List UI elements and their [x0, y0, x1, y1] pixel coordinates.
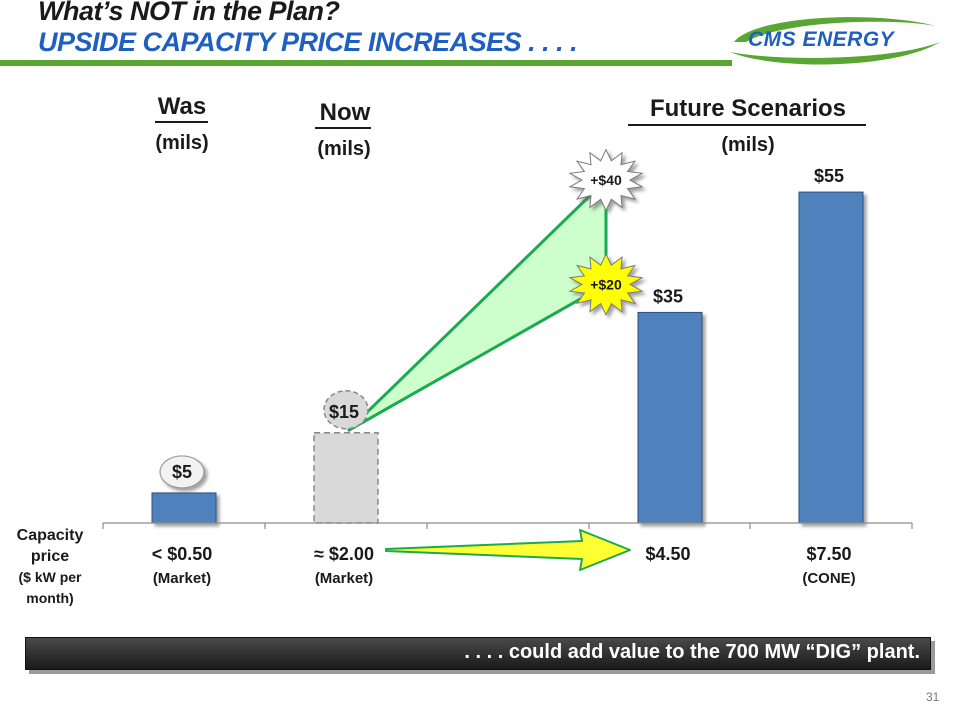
tick-note-0: (Market) [153, 570, 211, 587]
value-label-1: $15 [329, 402, 359, 422]
starburst-0 [568, 148, 644, 212]
slide-title: What’s NOT in the Plan? [38, 0, 340, 26]
axis-label-line-3: month) [26, 590, 73, 606]
now-header: Now [319, 99, 371, 126]
value-bubble-1 [323, 390, 369, 430]
was-units: (mils) [155, 132, 209, 154]
tick-label-1: ≈ $2.00 [314, 544, 374, 564]
was-header: Was [157, 93, 207, 120]
value-label-4: $55 [814, 166, 844, 186]
axis-label-line-2: ($ kW per [18, 569, 82, 585]
value-label-0: $5 [172, 462, 192, 482]
starburst-label-0: +$40 [590, 172, 622, 188]
logo-text: CMS ENERGY [748, 28, 895, 51]
tick-note-4: (CONE) [802, 570, 855, 587]
now-units: (mils) [317, 138, 371, 160]
now-underline [315, 127, 371, 129]
starburst-label-1: +$20 [590, 276, 622, 292]
future-units: (mils) [721, 134, 775, 156]
was-underline [155, 121, 208, 123]
future-scenarios-header: Future Scenarios [649, 95, 847, 122]
tick-label-0: < $0.50 [152, 544, 213, 564]
axis-label-line-1: price [31, 548, 69, 565]
value-bubble-0 [159, 455, 205, 489]
page-number: 31 [926, 690, 940, 704]
tick-label-3: $4.50 [645, 544, 690, 564]
slide-subtitle: UPSIDE CAPACITY PRICE INCREASES . . . . [38, 27, 578, 57]
price-arrow [385, 529, 631, 571]
bar-3 [637, 311, 703, 524]
bar-0 [151, 492, 217, 524]
bar-1 [313, 432, 379, 524]
footer-banner: . . . . could add value to the 700 MW “D… [25, 637, 931, 670]
bar-4 [798, 191, 864, 524]
cms-energy-logo [730, 17, 940, 65]
footer-text: . . . . could add value to the 700 MW “D… [464, 641, 920, 663]
scenario-line-low [347, 283, 607, 433]
future-underline [628, 124, 866, 126]
tick-note-1: (Market) [315, 570, 373, 587]
title-divider [0, 60, 732, 66]
axis-label-line-0: Capacity [17, 527, 84, 544]
starburst-1 [568, 252, 644, 316]
value-label-3: $35 [653, 286, 683, 306]
scenario-line-high [346, 179, 608, 432]
tick-label-4: $7.50 [806, 544, 851, 564]
